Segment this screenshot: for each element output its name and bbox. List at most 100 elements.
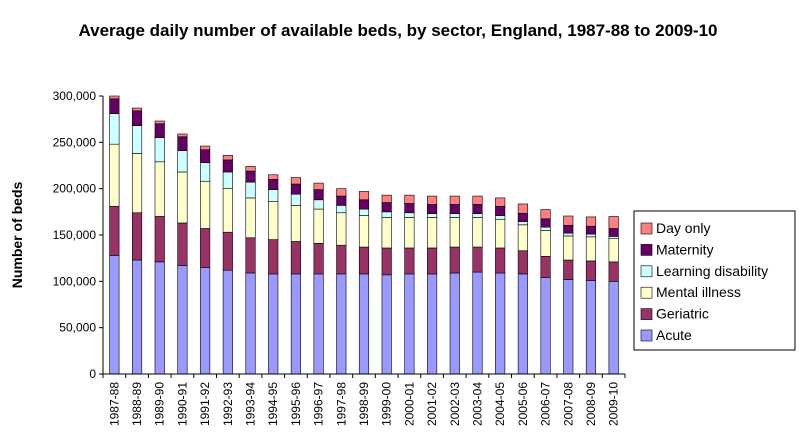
y-tick-label: 50,000 (59, 321, 96, 335)
bar-segment-geriatric-1996-97 (313, 243, 324, 275)
x-tick-label: 2007-08 (561, 382, 575, 426)
bar-segment-maternity-1991-92 (200, 149, 211, 164)
bar-segment-mental-illness-2003-04 (472, 217, 483, 248)
bar-segment-mental-illness-2006-07 (540, 230, 551, 257)
bar-segment-day-only-2008-09 (585, 216, 597, 227)
x-tick-label: 2003-04 (470, 382, 484, 426)
bar-segment-mental-illness-1999-00 (381, 217, 392, 249)
bar-segment-acute-2000-01 (404, 273, 415, 375)
legend: Day only Maternity Learning disability Ment… (633, 210, 796, 351)
bar-segment-day-only-1990-91 (177, 133, 188, 138)
bar-segment-learning-disability-1991-92 (200, 162, 211, 182)
legend-swatch-geriatric (640, 308, 653, 320)
bar-segment-day-only-1988-89 (131, 107, 143, 112)
bar-segment-learning-disability-2005-06 (517, 221, 528, 226)
bar-segment-acute-1997-98 (336, 273, 347, 375)
x-tick-label: 1987-88 (107, 382, 121, 426)
bar-segment-acute-2006-07 (540, 277, 551, 375)
bar-segment-acute-2002-03 (449, 272, 460, 375)
bar-segment-maternity-2000-01 (404, 203, 415, 214)
bar-segment-day-only-1994-95 (268, 174, 279, 180)
bar-segment-mental-illness-2009-10 (608, 238, 619, 263)
bar-segment-day-only-1992-93 (222, 155, 233, 161)
legend-swatch-learning-disability (640, 265, 653, 278)
bar-segment-day-only-1989-90 (154, 120, 165, 125)
x-tick-label: 1991-92 (198, 382, 212, 426)
bar-segment-maternity-1987-88 (109, 98, 120, 114)
legend-box (633, 210, 796, 351)
bar-segment-geriatric-1988-89 (131, 212, 143, 261)
bar-segment-geriatric-1997-98 (336, 244, 347, 275)
bar-segment-geriatric-2007-08 (563, 259, 574, 280)
bar-segment-learning-disability-2003-04 (472, 213, 483, 218)
x-tick-label: 2008-09 (584, 382, 598, 426)
legend-label-day-only: Day only (656, 220, 710, 236)
bar-segment-geriatric-2005-06 (517, 250, 528, 275)
bar-segment-learning-disability-1997-98 (336, 205, 347, 214)
bar-segment-learning-disability-2007-08 (563, 232, 574, 237)
legend-swatch-acute (640, 329, 653, 342)
bar-segment-maternity-2001-02 (427, 204, 438, 214)
y-tick-label: 100,000 (53, 274, 97, 288)
bar-segment-geriatric-1990-91 (177, 222, 188, 266)
bar-segment-acute-2007-08 (563, 279, 574, 375)
bar-segment-maternity-1998-99 (358, 199, 370, 210)
bar-segment-geriatric-2008-09 (585, 260, 597, 281)
bar-segment-geriatric-1999-00 (381, 247, 392, 276)
bar-segment-day-only-2009-10 (608, 216, 619, 229)
y-tick-label: 150,000 (53, 228, 97, 242)
x-tick-label: 2002-03 (448, 382, 462, 426)
bar-segment-learning-disability-1992-93 (222, 171, 233, 189)
bar-segment-mental-illness-1992-93 (222, 188, 233, 233)
bar-segment-geriatric-2006-07 (540, 256, 551, 278)
bar-segment-learning-disability-2008-09 (585, 233, 597, 238)
bar-segment-acute-2008-09 (585, 280, 597, 375)
bar-segment-day-only-2007-08 (563, 215, 574, 226)
bar-segment-acute-1988-89 (131, 259, 143, 375)
x-tick-label: 1990-91 (175, 382, 189, 426)
bar-segment-maternity-1993-94 (245, 170, 256, 183)
bar-segment-geriatric-2002-03 (449, 246, 460, 274)
y-tick-label: 200,000 (53, 182, 97, 196)
bar-segment-mental-illness-2007-08 (563, 235, 574, 261)
bar-segment-acute-1998-99 (358, 273, 370, 375)
bar-segment-geriatric-1994-95 (268, 239, 279, 275)
x-tick-label: 2004-05 (493, 382, 507, 426)
x-tick-label: 1988-89 (130, 382, 144, 426)
legend-label-mental-illness: Mental illness (656, 284, 741, 300)
bar-segment-geriatric-1989-90 (154, 216, 165, 263)
bar-segment-learning-disability-2000-01 (404, 212, 415, 218)
bar-segment-acute-1987-88 (109, 255, 120, 375)
bar-segment-acute-2004-05 (495, 272, 506, 375)
bar-segment-mental-illness-2001-02 (427, 217, 438, 249)
bar-segment-learning-disability-2009-10 (608, 236, 619, 240)
bar-segment-maternity-2002-03 (449, 204, 460, 214)
bar-segment-geriatric-1998-99 (358, 246, 370, 275)
bar-segment-mental-illness-1998-99 (358, 215, 370, 248)
bar-segment-maternity-1995-96 (290, 183, 301, 195)
x-tick-label: 2009-10 (607, 382, 621, 426)
bar-segment-acute-1990-91 (177, 265, 188, 375)
bar-segment-mental-illness-2002-03 (449, 217, 460, 248)
bar-segment-day-only-2003-04 (472, 195, 483, 205)
bar-segment-learning-disability-1994-95 (268, 189, 279, 202)
bar-segment-acute-2009-10 (608, 281, 619, 375)
bar-segment-day-only-1998-99 (358, 191, 370, 201)
bar-segment-mental-illness-1988-89 (131, 153, 143, 214)
bar-segment-maternity-1999-00 (381, 202, 392, 213)
x-tick-label: 1996-97 (312, 382, 326, 426)
bar-segment-learning-disability-1996-97 (313, 199, 324, 210)
x-tick-label: 1998-99 (357, 382, 371, 426)
bar-segment-mental-illness-2005-06 (517, 224, 528, 252)
bar-segment-learning-disability-1999-00 (381, 211, 392, 218)
legend-label-maternity: Maternity (656, 241, 714, 257)
bar-segment-maternity-2005-06 (517, 212, 528, 222)
bar-segment-day-only-1995-96 (290, 177, 301, 185)
bar-segment-day-only-2000-01 (404, 194, 415, 204)
x-tick-label: 2005-06 (516, 382, 530, 426)
x-tick-label: 1993-94 (244, 382, 258, 426)
bar-segment-maternity-2008-09 (585, 225, 597, 235)
x-tick-label: 1992-93 (221, 382, 235, 426)
bar-segment-learning-disability-1998-99 (358, 208, 370, 216)
